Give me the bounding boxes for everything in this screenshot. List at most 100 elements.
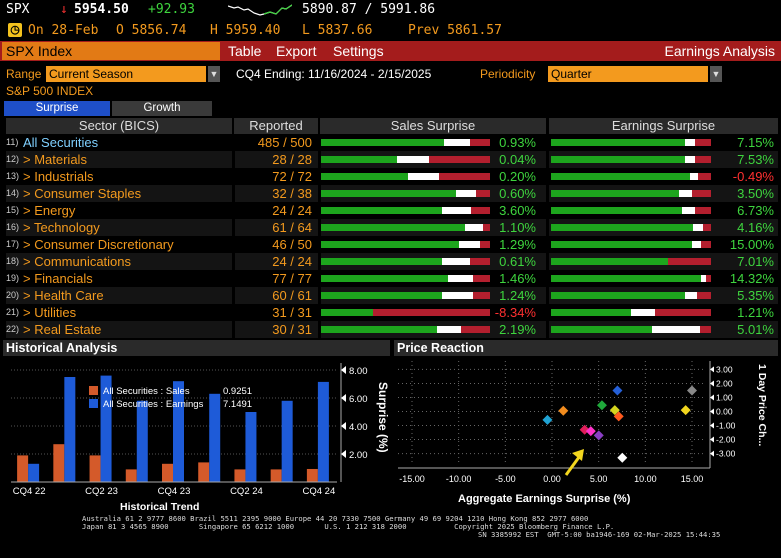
sales-bar [270,469,282,482]
sector-name[interactable]: > Communications [23,254,132,269]
tab-growth[interactable]: Growth [112,101,212,116]
legend-sales-swatch [89,386,98,395]
sector-name[interactable]: > Financials [23,271,93,286]
sector-name[interactable]: > Materials [23,152,87,167]
open-price: O 5856.74 [116,23,187,38]
sales-bar-marker [396,156,429,163]
price-change-axis-label: 1 Day Price Ch... [756,364,768,447]
column-divider [232,219,235,236]
table-row[interactable]: 20) > Health Care 60 / 61 1.24% 5.35% [6,287,778,304]
historical-analysis-title: Historical Analysis [3,340,390,356]
security-field[interactable]: SPX Index [2,42,220,60]
earnings-bar [551,139,711,146]
earnings-bar-fill [551,173,691,180]
table-row[interactable]: 14) > Consumer Staples 32 / 38 0.60% 3.50% [6,185,778,202]
function-title: Earnings Analysis [664,43,775,59]
x-tick-label: 5.00 [590,474,608,484]
earnings-bar [100,375,112,482]
column-divider [318,168,321,185]
table-row[interactable]: 21) > Utilities 31 / 31 -8.34% 1.21% [6,304,778,321]
table-row[interactable]: 19) > Financials 77 / 77 1.46% 14.32% [6,270,778,287]
column-divider [232,321,235,338]
sector-name[interactable]: > Energy [23,203,76,218]
tick-marker [710,422,714,429]
y-tick-label: 0.00 [716,407,733,417]
x-tick-label: CQ4 23 [158,486,191,497]
col-sales-surprise[interactable]: Sales Surprise [320,118,546,134]
table-row[interactable]: 18) > Communications 24 / 24 0.61% 7.01% [6,253,778,270]
range-select[interactable]: Current Season [46,66,206,82]
earnings-bar [317,381,329,482]
earnings-bar [551,258,711,265]
historical-chart: 8.00 6.00 4.00 2.00 CQ4 22 CQ2 23 CQ4 23 CQ2 24… [11,363,368,497]
sales-bar-fill [320,224,465,231]
x-tick-label: -5.00 [495,474,516,484]
down-arrow-icon: ↓ [60,2,68,17]
table-row[interactable]: 17) > Consumer Discretionary 46 / 50 1.29% 1… [6,236,778,253]
reported-count: 32 / 38 [272,186,312,201]
row-index: 18) [6,256,20,266]
sector-name[interactable]: All Securities [23,135,99,150]
periodicity-dropdown-icon[interactable]: ▼ [710,66,722,82]
scatter-point [596,400,607,411]
sector-name[interactable]: > Real Estate [23,322,102,337]
y-tick-label: -3.00 [716,449,736,459]
sector-name[interactable]: > Industrials [23,169,94,184]
sector-name[interactable]: > Technology [23,220,100,235]
table-row[interactable]: 11) All Securities 485 / 500 0.93% 7.15% [6,134,778,151]
sales-bar-fill [320,207,443,214]
tick-marker [710,408,714,415]
periodicity-select[interactable]: Quarter [548,66,708,82]
sales-bar-fill [320,241,460,248]
row-index: 22) [6,324,20,334]
earnings-surprise-value: 5.01% [737,322,774,337]
column-divider [546,321,549,338]
table-row[interactable]: 22) > Real Estate 30 / 31 2.19% 5.01% [6,321,778,338]
sales-surprise-value: 0.60% [499,186,536,201]
scatter-point [593,430,604,441]
tab-surprise[interactable]: Surprise [4,101,110,116]
row-index: 13) [6,171,20,181]
sales-bar [320,224,490,231]
sector-name[interactable]: > Consumer Discretionary [23,237,174,252]
trade-date: On 28-Feb [28,23,99,38]
footer-contacts-2: Japan 81 3 4565 8900 Singapore 65 6212 1… [82,522,615,531]
sales-bar-fill [320,190,456,197]
sales-bar-marker [464,224,484,231]
sales-bar-fill [320,139,445,146]
y-tick-label: 4.00 [349,422,368,433]
table-row[interactable]: 16) > Technology 61 / 64 1.10% 4.16% [6,219,778,236]
scatter-point [585,426,596,437]
sales-bar [320,190,490,197]
last-price: 5954.50 [74,2,129,17]
menu-table[interactable]: Table [228,43,262,59]
sector-name[interactable]: > Consumer Staples [23,186,142,201]
table-row[interactable]: 13) > Industrials 72 / 72 0.20% -0.49% [6,168,778,185]
menu-settings[interactable]: Settings [333,43,384,59]
x-tick-label: -15.00 [399,474,425,484]
col-sector[interactable]: Sector (BICS) [6,118,232,134]
sector-name[interactable]: > Health Care [23,288,104,303]
y-tick-label: 6.00 [349,394,368,405]
range-dropdown-icon[interactable]: ▼ [208,66,220,82]
y-tick-label: 8.00 [349,366,368,377]
earnings-bar [551,173,711,180]
col-reported[interactable]: Reported [234,118,318,134]
scatter-point [680,405,691,416]
tick-marker [341,366,346,374]
column-divider [232,151,235,168]
legend-text: 7.1491 [223,399,252,410]
x-tick-label: CQ4 24 [303,486,336,497]
sector-name[interactable]: > Utilities [23,305,77,320]
row-index: 19) [6,273,20,283]
earnings-bar [136,400,148,482]
table-row[interactable]: 12) > Materials 28 / 28 0.04% 7.53% [6,151,778,168]
tick-marker [341,450,346,458]
menu-export[interactable]: Export [276,43,317,59]
col-earnings-surprise[interactable]: Earnings Surprise [549,118,778,134]
scatter-point [613,411,624,422]
table-row[interactable]: 15) > Energy 24 / 24 3.60% 6.73% [6,202,778,219]
earnings-bar [245,412,257,482]
sales-bar-fill [320,326,438,333]
earnings-bar [551,190,711,197]
